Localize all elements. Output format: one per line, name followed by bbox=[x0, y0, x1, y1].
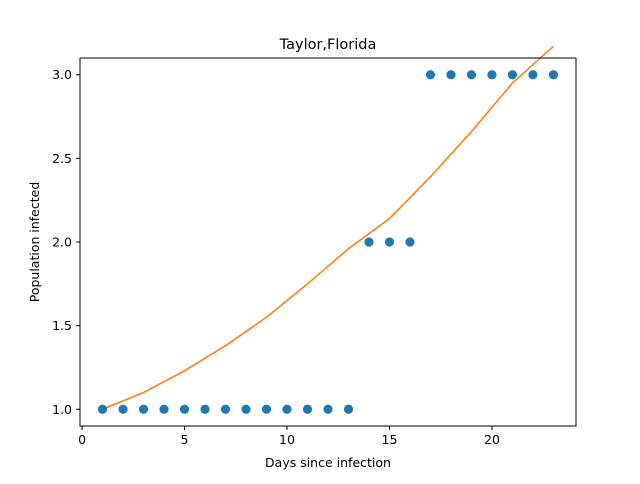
data-point bbox=[138, 404, 149, 414]
y-tick-label: 3.0 bbox=[52, 67, 72, 82]
data-point bbox=[384, 237, 395, 247]
data-point bbox=[507, 70, 518, 80]
data-point bbox=[282, 404, 292, 414]
data-point bbox=[118, 404, 128, 414]
x-tick-label: 10 bbox=[279, 432, 295, 447]
x-tick-label: 15 bbox=[382, 432, 398, 447]
data-point bbox=[302, 404, 313, 414]
plot-layer bbox=[97, 45, 559, 414]
data-point bbox=[159, 404, 169, 414]
data-point bbox=[446, 70, 456, 80]
x-axis-label: Days since infection bbox=[265, 455, 391, 470]
y-tick-label: 2.0 bbox=[52, 235, 72, 250]
y-axis-label: Population infected bbox=[27, 182, 42, 303]
data-point bbox=[548, 70, 559, 80]
data-point bbox=[364, 237, 374, 247]
data-point bbox=[487, 70, 497, 80]
axis-layer: 0 5 10 15 20 1.0 1.5 2.0 2.5 3.0 bbox=[52, 67, 500, 447]
data-point bbox=[405, 237, 415, 247]
data-point bbox=[97, 404, 108, 414]
data-point bbox=[200, 404, 210, 414]
data-point bbox=[323, 404, 333, 414]
x-tick-label: 0 bbox=[78, 432, 86, 447]
data-point bbox=[528, 70, 538, 80]
x-tick-label: 20 bbox=[484, 432, 500, 447]
y-tick-label: 2.5 bbox=[52, 151, 72, 166]
data-point bbox=[425, 70, 436, 80]
chart-title: Taylor,Florida bbox=[279, 37, 377, 53]
fit-curve-line bbox=[102, 45, 554, 411]
data-point bbox=[179, 404, 190, 414]
data-point bbox=[343, 404, 354, 414]
y-tick-label: 1.0 bbox=[52, 402, 72, 417]
data-point bbox=[466, 70, 477, 80]
x-tick-label: 5 bbox=[181, 432, 189, 447]
data-point bbox=[241, 404, 251, 414]
data-point bbox=[220, 404, 231, 414]
y-tick-label: 1.5 bbox=[52, 318, 72, 333]
data-point bbox=[261, 404, 272, 414]
